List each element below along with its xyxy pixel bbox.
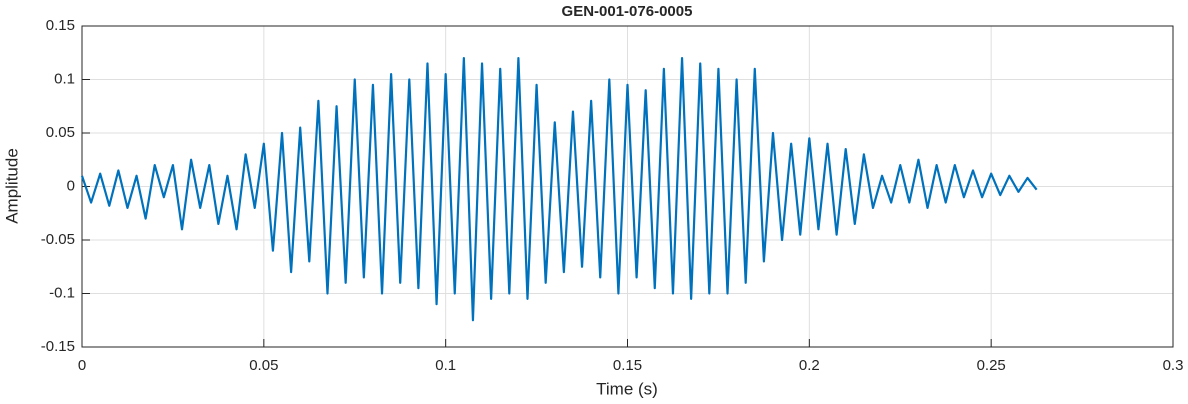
x-axis-label: Time (s) [596, 379, 658, 398]
y-axis-label: Amplitude [2, 148, 21, 224]
y-tick-label: 0.15 [46, 17, 75, 34]
y-tick-label: 0.1 [54, 70, 75, 87]
axes-box [81, 25, 1174, 348]
x-tick-label: 0.2 [799, 357, 820, 374]
x-tick-label: 0 [78, 357, 86, 374]
x-tick-label: 0.3 [1163, 357, 1184, 374]
y-tick-label: -0.1 [49, 284, 75, 301]
waveform-line [80, 57, 1038, 322]
y-tick-label: -0.05 [41, 231, 75, 248]
chart-title: GEN-001-076-0005 [562, 3, 693, 20]
x-tick-label: 0.25 [977, 357, 1006, 374]
x-tick-label: 0.1 [435, 357, 456, 374]
y-tick-label: -0.15 [41, 338, 75, 355]
x-tick-label: 0.05 [249, 357, 278, 374]
x-tick-label: 0.15 [613, 357, 642, 374]
y-tick-label: 0 [67, 177, 75, 194]
y-tick-label: 0.05 [46, 124, 75, 141]
